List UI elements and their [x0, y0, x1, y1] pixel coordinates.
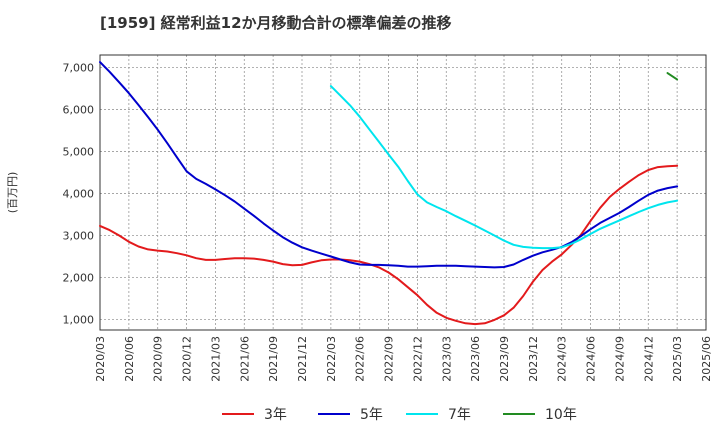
legend-label-2: 7年: [448, 407, 471, 423]
x-tick-label-3: 2020/12: [181, 336, 194, 382]
y-tick-label-4: 5,000: [63, 146, 95, 159]
x-tick-label-5: 2021/06: [238, 336, 251, 382]
x-tick-label-18: 2024/09: [613, 336, 626, 382]
x-tick-label-12: 2023/03: [440, 336, 453, 382]
x-tick-label-13: 2023/06: [469, 336, 482, 382]
series-line-0: [99, 164, 679, 326]
x-tick-label-8: 2022/03: [325, 336, 338, 382]
x-tick-label-6: 2021/09: [267, 336, 280, 382]
plot-border: [99, 54, 707, 331]
y-tick-label-1: 2,000: [63, 272, 95, 285]
x-tick-label-9: 2022/06: [354, 336, 367, 382]
y-tick-label-6: 7,000: [63, 62, 95, 75]
x-tick-label-17: 2024/06: [585, 336, 598, 382]
x-tick-label-11: 2022/12: [411, 336, 424, 382]
x-tick-label-1: 2020/06: [123, 336, 136, 382]
x-tick-label-14: 2023/09: [498, 336, 511, 382]
y-tick-label-2: 3,000: [63, 230, 95, 243]
series-line-1: [99, 61, 679, 269]
series-line-2: [329, 85, 679, 250]
y-tick-label-0: 1,000: [63, 314, 95, 327]
x-tick-label-7: 2021/12: [296, 336, 309, 382]
x-tick-label-0: 2020/03: [94, 336, 107, 382]
y-tick-label-5: 6,000: [63, 104, 95, 117]
x-tick-label-20: 2025/03: [671, 336, 684, 382]
legend-label-1: 5年: [360, 407, 383, 423]
chart-title: [1959] 経常利益12か月移動合計の標準偏差の推移: [100, 14, 452, 32]
y-tick-label-3: 4,000: [63, 188, 95, 201]
series-line-3: [666, 72, 679, 81]
x-tick-label-10: 2022/09: [383, 336, 396, 382]
x-tick-label-19: 2024/12: [642, 336, 655, 382]
x-tick-label-15: 2023/12: [527, 336, 540, 382]
legend-label-3: 10年: [545, 407, 577, 423]
x-tick-label-4: 2021/03: [209, 336, 222, 382]
x-tick-label-2: 2020/09: [152, 336, 165, 382]
x-tick-label-16: 2024/03: [556, 336, 569, 382]
legend-label-0: 3年: [264, 407, 287, 423]
x-tick-label-21: 2025/06: [700, 336, 713, 382]
y-axis-title: (百万円): [6, 172, 19, 214]
